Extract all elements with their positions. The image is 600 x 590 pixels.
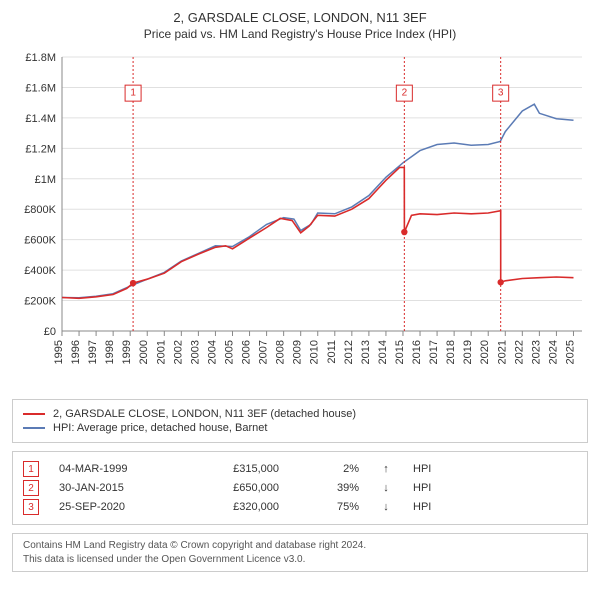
- svg-text:2017: 2017: [428, 340, 440, 364]
- page-subtitle: Price paid vs. HM Land Registry's House …: [12, 27, 588, 41]
- legend-item-hpi: HPI: Average price, detached house, Barn…: [23, 422, 577, 434]
- legend-item-price: 2, GARSDALE CLOSE, LONDON, N11 3EF (deta…: [23, 408, 577, 420]
- event-date: 04-MAR-1999: [59, 463, 169, 475]
- series-price: [62, 167, 574, 298]
- svg-text:2008: 2008: [275, 340, 287, 364]
- svg-text:2015: 2015: [394, 340, 406, 364]
- page-title: 2, GARSDALE CLOSE, LONDON, N11 3EF: [12, 10, 588, 25]
- svg-text:2019: 2019: [462, 340, 474, 364]
- svg-text:2: 2: [402, 88, 408, 99]
- event-tag: HPI: [413, 501, 443, 513]
- svg-text:2018: 2018: [445, 340, 457, 364]
- event-row: 1 04-MAR-1999 £315,000 2% ↑ HPI: [23, 461, 577, 477]
- svg-text:1999: 1999: [121, 340, 133, 364]
- event-price: £320,000: [189, 501, 279, 513]
- svg-text:2024: 2024: [547, 340, 559, 364]
- event-arrow-icon: ↓: [379, 501, 393, 513]
- event-marker: 1: [23, 461, 39, 477]
- event-date: 30-JAN-2015: [59, 482, 169, 494]
- legend-swatch-red: [23, 413, 45, 415]
- svg-text:£1.4M: £1.4M: [25, 113, 56, 125]
- svg-text:2009: 2009: [292, 340, 304, 364]
- legend-label: HPI: Average price, detached house, Barn…: [53, 422, 267, 434]
- svg-text:2014: 2014: [377, 340, 389, 364]
- svg-text:£200K: £200K: [24, 296, 56, 308]
- svg-text:1997: 1997: [87, 340, 99, 364]
- event-row: 2 30-JAN-2015 £650,000 39% ↓ HPI: [23, 480, 577, 496]
- event-marker: 3: [23, 499, 39, 515]
- event-arrow-icon: ↓: [379, 482, 393, 494]
- svg-text:2016: 2016: [411, 340, 423, 364]
- event-pct: 2%: [299, 463, 359, 475]
- event-arrow-icon: ↑: [379, 463, 393, 475]
- svg-text:2025: 2025: [564, 340, 576, 364]
- svg-text:£1.2M: £1.2M: [25, 143, 56, 155]
- svg-text:£1.8M: £1.8M: [25, 52, 56, 64]
- svg-text:2022: 2022: [513, 340, 525, 364]
- event-row: 3 25-SEP-2020 £320,000 75% ↓ HPI: [23, 499, 577, 515]
- svg-text:3: 3: [498, 88, 504, 99]
- svg-text:2013: 2013: [360, 340, 372, 364]
- svg-text:2007: 2007: [258, 340, 270, 364]
- event-price: £315,000: [189, 463, 279, 475]
- event-marker: 2: [23, 480, 39, 496]
- events-table: 1 04-MAR-1999 £315,000 2% ↑ HPI 2 30-JAN-2015 £6…: [12, 451, 588, 525]
- svg-text:£0: £0: [44, 326, 56, 338]
- svg-text:2010: 2010: [309, 340, 321, 364]
- svg-text:2011: 2011: [326, 340, 338, 364]
- svg-text:£1M: £1M: [35, 174, 56, 186]
- svg-text:2001: 2001: [155, 340, 167, 364]
- svg-text:2000: 2000: [138, 340, 150, 364]
- svg-text:2002: 2002: [172, 340, 184, 364]
- svg-text:2021: 2021: [496, 340, 508, 364]
- svg-text:£800K: £800K: [24, 204, 56, 216]
- svg-text:2012: 2012: [343, 340, 355, 364]
- event-pct: 75%: [299, 501, 359, 513]
- svg-text:2006: 2006: [241, 340, 253, 364]
- svg-text:2023: 2023: [530, 340, 542, 364]
- chart-area: £0 £200K £400K £600K £800K £1M £1.2M £1.4M £1.6M…: [12, 49, 588, 389]
- series-hpi: [62, 104, 574, 298]
- event-price: £650,000: [189, 482, 279, 494]
- svg-text:2004: 2004: [206, 340, 218, 364]
- footer-line2: This data is licensed under the Open Gov…: [23, 553, 577, 567]
- svg-text:1: 1: [130, 88, 136, 99]
- svg-text:£600K: £600K: [24, 235, 56, 247]
- svg-text:2005: 2005: [223, 340, 235, 364]
- legend: 2, GARSDALE CLOSE, LONDON, N11 3EF (deta…: [12, 399, 588, 443]
- svg-text:2003: 2003: [189, 340, 201, 364]
- svg-text:1995: 1995: [53, 340, 65, 364]
- svg-text:£400K: £400K: [24, 265, 56, 277]
- legend-swatch-blue: [23, 427, 45, 429]
- svg-text:£1.6M: £1.6M: [25, 82, 56, 94]
- event-tag: HPI: [413, 482, 443, 494]
- svg-text:2020: 2020: [479, 340, 491, 364]
- svg-text:1996: 1996: [70, 340, 82, 364]
- event-date: 25-SEP-2020: [59, 501, 169, 513]
- event-tag: HPI: [413, 463, 443, 475]
- footer: Contains HM Land Registry data © Crown c…: [12, 533, 588, 572]
- legend-label: 2, GARSDALE CLOSE, LONDON, N11 3EF (deta…: [53, 408, 356, 420]
- svg-text:1998: 1998: [104, 340, 116, 364]
- footer-line1: Contains HM Land Registry data © Crown c…: [23, 539, 577, 553]
- chart-svg: £0 £200K £400K £600K £800K £1M £1.2M £1.4M £1.6M…: [12, 49, 588, 389]
- event-pct: 39%: [299, 482, 359, 494]
